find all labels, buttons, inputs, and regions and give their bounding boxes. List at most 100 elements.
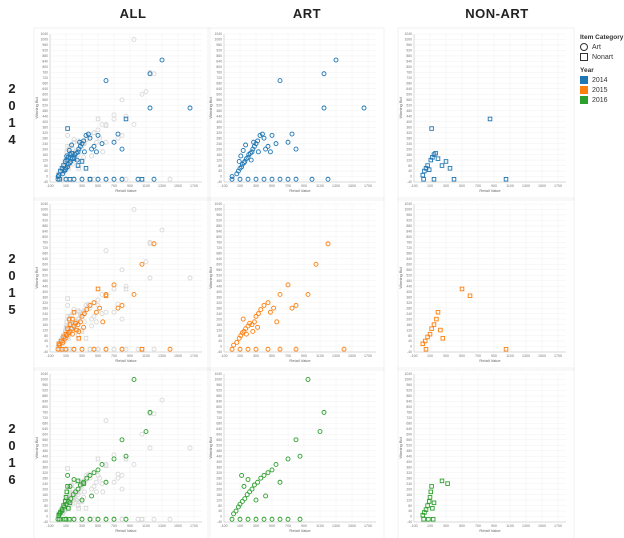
data-point-2014 [277,78,283,84]
x-tick-label: 100 [237,354,243,358]
ghost-point [111,479,117,485]
y-tick-label: 920 [406,219,412,223]
x-tick-label: 500 [95,184,101,188]
data-point-2016 [253,497,259,503]
data-point-2015 [93,309,99,315]
y-tick-label: 800 [406,235,412,239]
ghost-point [91,130,97,136]
ghost-point [123,346,129,352]
y-tick-label: 40 [408,169,412,173]
y-tick-label: 640 [406,427,412,431]
data-point-2015 [245,346,251,352]
y-tick-label: 440 [216,454,222,458]
data-point-2014 [426,167,432,172]
x-tick-label: 900 [301,524,307,528]
x-tick-label: 500 [269,354,275,358]
x-tick-label: 1500 [348,184,356,188]
y-tick-label: 480 [42,279,48,283]
x-axis-label: Retail Value [289,188,311,193]
data-point-2015 [87,302,93,308]
data-point-2016 [61,503,66,508]
y-tick-label: 160 [216,323,222,327]
y-tick-label: 120 [42,158,48,162]
legend-item-art[interactable]: Art [580,43,624,51]
data-point-2014 [261,135,267,141]
y-axis-label: Winning Bid [398,267,403,288]
y-tick-label: 520 [42,103,48,107]
data-point-2015 [139,261,145,267]
data-point-2014 [277,176,283,182]
y-tick-label: 280 [42,476,48,480]
data-point-2014 [429,126,434,131]
x-tick-label: 900 [127,354,133,358]
y-tick-label: 360 [42,465,48,469]
ghost-point [97,475,103,481]
y-tick-label: 800 [42,65,48,69]
data-point-2016 [285,456,291,462]
data-point-2016 [269,467,275,473]
y-tick-label: -40 [217,350,222,354]
x-tick-label: 100 [63,354,69,358]
y-tick-label: 600 [42,262,48,266]
ghost-point [135,346,141,352]
y-tick-label: 840 [42,400,48,404]
ghost-point [81,489,87,495]
data-point-2014 [333,57,339,63]
x-tick-label: 1100 [316,184,324,188]
ghost-point [75,319,81,325]
legend-item-2014[interactable]: 2014 [580,76,624,84]
y-tick-label: 1040 [214,202,222,206]
x-tick-label: -100 [220,524,227,528]
ghost-point [123,283,129,289]
x-tick-label: 1700 [190,184,198,188]
y-tick-label: 680 [42,82,48,86]
y-tick-label: 720 [216,416,222,420]
y-tick-label: 520 [216,103,222,107]
y-tick-label: 120 [406,158,412,162]
y-tick-label: 720 [406,246,412,250]
data-point-2014 [147,105,153,111]
data-point-2015 [459,286,465,292]
legend-item-nonart[interactable]: Nonart [580,53,624,61]
data-point-2015 [131,291,137,297]
data-point-2015 [247,320,253,326]
data-point-2015 [243,326,249,332]
ghost-point [91,176,97,182]
data-point-2015 [63,331,69,337]
ghost-point [103,309,109,315]
y-tick-label: 0 [46,515,48,519]
data-point-2015 [73,320,79,326]
y-tick-label: 1040 [40,372,48,376]
x-tick-label: 700 [285,354,291,358]
y-tick-label: 0 [46,345,48,349]
y-tick-label: 480 [42,449,48,453]
ghost-point [147,275,153,281]
y-tick-label: 520 [406,103,412,107]
x-tick-label: 1500 [174,354,182,358]
y-tick-label: 960 [42,213,48,217]
x-tick-label: 700 [475,524,481,528]
y-tick-label: -40 [217,520,222,524]
data-point-2015 [119,346,125,352]
x-tick-label: 1500 [174,184,182,188]
data-point-2016 [229,516,235,522]
ghost-point [143,89,149,95]
data-point-2014 [119,146,125,152]
y-tick-label: 560 [42,98,48,102]
y-tick-label: 0 [410,175,412,179]
ghost-point [59,517,65,522]
data-point-2015 [285,282,291,288]
data-point-2015 [305,291,311,297]
data-point-2015 [75,322,81,328]
y-axis-label: Winning Bid [34,267,39,288]
x-tick-label: 300 [443,354,449,358]
legend-item-2015[interactable]: 2015 [580,86,624,94]
y-tick-label: 520 [216,273,222,277]
data-point-2014 [75,149,81,155]
y-tick-label: 440 [42,454,48,458]
data-point-2015 [427,331,433,337]
y-tick-label: 200 [216,317,222,321]
data-point-2014 [273,141,279,147]
legend-item-2016[interactable]: 2016 [580,96,624,104]
y-tick-label: 160 [216,493,222,497]
